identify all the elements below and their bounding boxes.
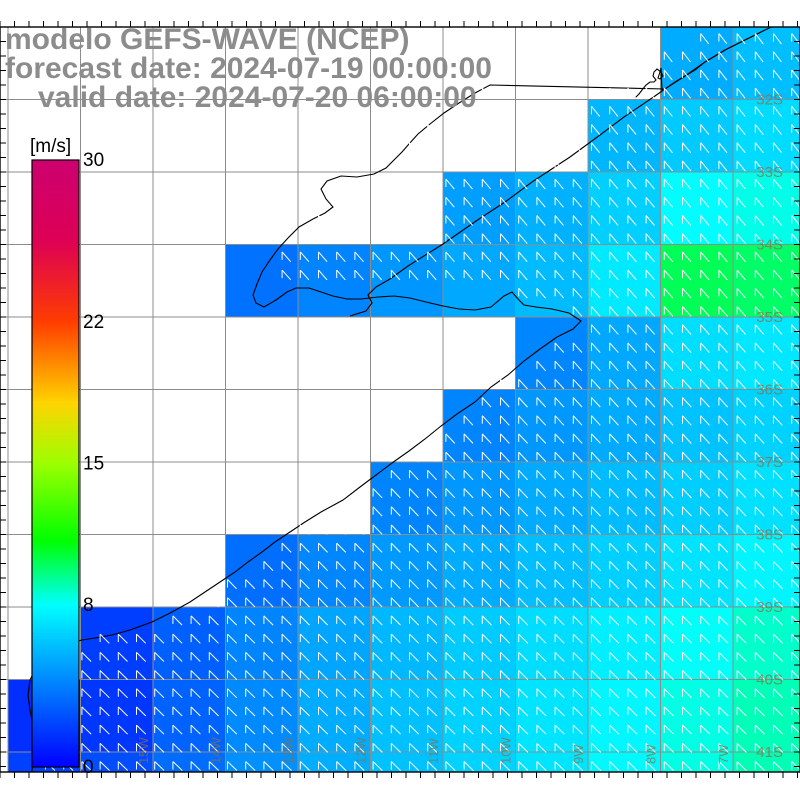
svg-text:40S: 40S	[756, 672, 783, 689]
svg-text:15W: 15W	[136, 737, 151, 764]
svg-text:0: 0	[83, 757, 94, 778]
svg-text:[m/s]: [m/s]	[30, 136, 71, 157]
svg-text:8W: 8W	[644, 744, 659, 764]
svg-text:15: 15	[83, 454, 104, 475]
svg-text:36S: 36S	[756, 382, 783, 399]
svg-text:39S: 39S	[756, 599, 783, 616]
svg-text:valid date: 2024-07-20 06:00:0: valid date: 2024-07-20 06:00:00	[38, 81, 477, 114]
svg-text:37S: 37S	[756, 454, 783, 471]
svg-text:22: 22	[83, 312, 104, 333]
svg-text:38S: 38S	[756, 527, 783, 544]
svg-text:9W: 9W	[571, 744, 586, 764]
svg-text:34S: 34S	[756, 237, 783, 254]
svg-text:8: 8	[83, 595, 94, 616]
svg-text:10W: 10W	[499, 737, 514, 764]
svg-text:33S: 33S	[756, 164, 783, 181]
svg-text:11W: 11W	[426, 738, 441, 764]
svg-text:7W: 7W	[716, 744, 731, 764]
svg-text:30: 30	[83, 150, 104, 171]
svg-text:12W: 12W	[354, 737, 369, 764]
svg-text:35S: 35S	[756, 309, 783, 326]
svg-text:14W: 14W	[209, 737, 224, 764]
svg-text:41S: 41S	[756, 744, 783, 761]
svg-text:13W: 13W	[281, 737, 296, 764]
svg-text:32S: 32S	[756, 92, 783, 109]
